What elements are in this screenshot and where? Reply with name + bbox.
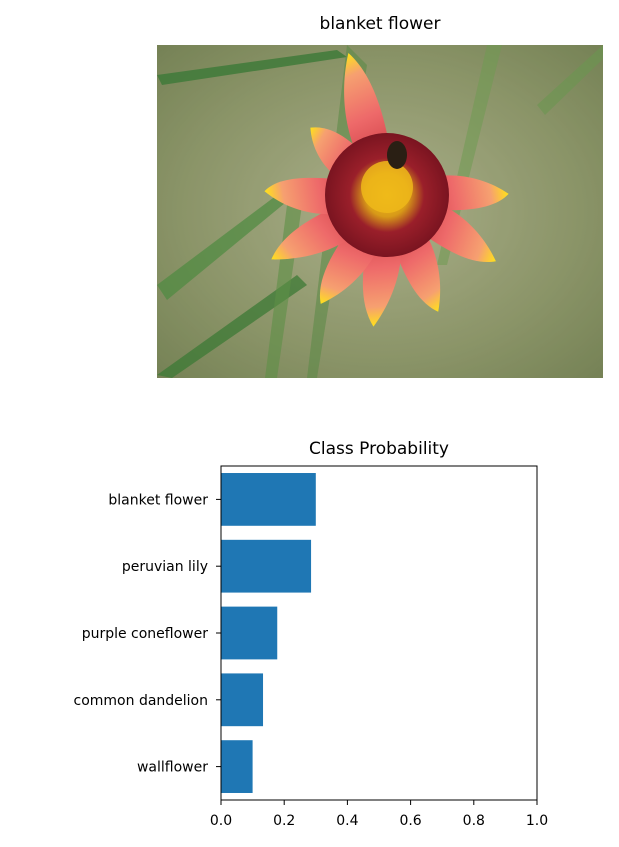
flower-photo [157,45,603,378]
class-probability-chart: Class Probability blanket flower peruvian… [74,439,549,829]
axes-frame [220,465,538,801]
y-tick-label: peruvian lily [122,559,208,575]
x-tick-label: 0.8 [463,813,485,829]
bar-wallflower [221,740,253,793]
x-tick-label: 0.4 [336,813,358,829]
bar-peruvian-lily [221,539,312,593]
y-tick-label: blanket flower [108,492,208,508]
bar-common-dandelion [221,673,264,727]
bar-purple-coneflower [221,606,278,660]
x-tick-label: 1.0 [526,813,548,829]
x-tick-label: 0.2 [273,813,295,829]
y-tick-label: purple coneflower [82,626,209,642]
y-tick-label: wallflower [137,760,208,776]
x-tick-label: 0.6 [399,813,421,829]
y-tick-label: common dandelion [74,693,208,709]
image-title: blanket flower [319,14,441,34]
bar-blanket-flower [221,473,316,526]
x-tick-label: 0.0 [210,813,232,829]
chart-title: Class Probability [309,439,449,459]
